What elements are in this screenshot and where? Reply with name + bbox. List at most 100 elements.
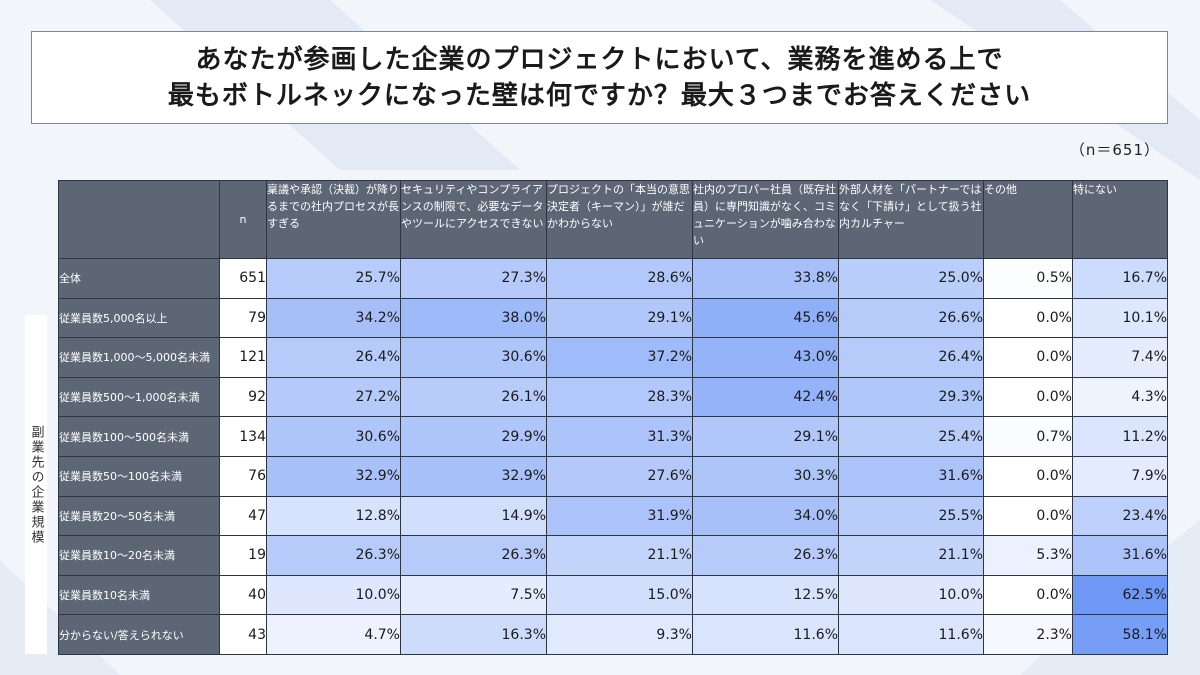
value-cell: 26.3%: [266, 535, 401, 576]
value-cell: 30.6%: [400, 337, 547, 378]
value-cell: 4.7%: [266, 614, 401, 655]
value-cell: 62.5%: [1072, 574, 1168, 616]
table-row: 全体 651 25.7% 27.3% 28.6% 33.8% 25.0% 0.5% 16.7%: [58, 258, 1168, 299]
table-row: 従業員数5,000名以上 79 34.2% 38.0% 29.1% 45.6% 26.6% 0…: [58, 297, 1168, 339]
value-cell: 37.2%: [546, 337, 693, 378]
column-header: セキュリティやコンプライアンスの制限で、必要なデータやツールにアクセスできない: [400, 180, 547, 259]
value-cell: 12.8%: [266, 495, 401, 537]
value-cell: 32.9%: [400, 455, 547, 497]
value-cell: 26.3%: [692, 535, 839, 576]
value-cell: 31.3%: [546, 416, 693, 457]
value-cell: 0.5%: [983, 258, 1073, 299]
table-row: 分からない/答えられない 43 4.7% 16.3% 9.3% 11.6% 11.6% 2.3…: [58, 614, 1168, 655]
row-n: 121: [219, 337, 267, 378]
value-cell: 10.0%: [266, 574, 401, 616]
value-cell: 16.3%: [400, 614, 547, 655]
row-label: 従業員数20～50名未満: [58, 495, 220, 537]
value-cell: 29.1%: [546, 297, 693, 339]
value-cell: 26.6%: [838, 297, 984, 339]
value-cell: 21.1%: [838, 535, 984, 576]
value-cell: 58.1%: [1072, 614, 1168, 655]
title-line-1: あなたが参画した企業のプロジェクトにおいて、業務を進める上で: [195, 44, 1004, 75]
side-label-company-size: 副業先の企業規模: [28, 424, 44, 545]
value-cell: 7.4%: [1072, 337, 1168, 378]
row-label: 従業員数1,000～5,000名未満: [58, 337, 220, 378]
value-cell: 34.0%: [692, 495, 839, 537]
value-cell: 26.4%: [838, 337, 984, 378]
value-cell: 27.3%: [400, 258, 547, 299]
row-n: 40: [219, 574, 267, 616]
value-cell: 11.2%: [1072, 416, 1168, 457]
value-cell: 4.3%: [1072, 376, 1168, 418]
value-cell: 31.9%: [546, 495, 693, 537]
value-cell: 25.0%: [838, 258, 984, 299]
value-cell: 29.1%: [692, 416, 839, 457]
value-cell: 0.0%: [983, 297, 1073, 339]
value-cell: 25.5%: [838, 495, 984, 537]
value-cell: 28.6%: [546, 258, 693, 299]
value-cell: 11.6%: [692, 614, 839, 655]
value-cell: 15.0%: [546, 574, 693, 616]
column-header: 特にない: [1072, 180, 1168, 259]
value-cell: 29.9%: [400, 416, 547, 457]
table-body: 全体 651 25.7% 27.3% 28.6% 33.8% 25.0% 0.5% 16.7% 従…: [58, 258, 1168, 655]
value-cell: 2.3%: [983, 614, 1073, 655]
value-cell: 30.3%: [692, 455, 839, 497]
value-cell: 14.9%: [400, 495, 547, 537]
header-corner-cell: [58, 180, 220, 259]
row-n: 43: [219, 614, 267, 655]
column-header: プロジェクトの「本当の意思決定者（キーマン）」が誰だかわからない: [546, 180, 693, 259]
value-cell: 12.5%: [692, 574, 839, 616]
value-cell: 11.6%: [838, 614, 984, 655]
table-row: 従業員数10名未満 40 10.0% 7.5% 15.0% 12.5% 10.0% 0.0% 6…: [58, 574, 1168, 616]
results-table: n 稟議や承認（決裁）が降りるまでの社内プロセスが長すぎる セキュリティやコンプラ…: [58, 180, 1168, 655]
table-row: 従業員数10～20名未満 19 26.3% 26.3% 21.1% 26.3% 21.1% 5…: [58, 535, 1168, 576]
row-label: 従業員数10名未満: [58, 574, 220, 616]
table-row: 従業員数1,000～5,000名未満 121 26.4% 30.6% 37.2% 43.0…: [58, 337, 1168, 378]
value-cell: 0.0%: [983, 455, 1073, 497]
value-cell: 42.4%: [692, 376, 839, 418]
column-header: 稟議や承認（決裁）が降りるまでの社内プロセスが長すぎる: [266, 180, 401, 259]
header-n: n: [219, 180, 267, 259]
row-n: 76: [219, 455, 267, 497]
row-n: 651: [219, 258, 267, 299]
table-row: 従業員数50～100名未満 76 32.9% 32.9% 27.6% 30.3% 31.6%…: [58, 455, 1168, 497]
row-n: 47: [219, 495, 267, 537]
row-label: 全体: [58, 258, 220, 299]
value-cell: 10.0%: [838, 574, 984, 616]
row-label: 従業員数500～1,000名未満: [58, 376, 220, 418]
value-cell: 26.4%: [266, 337, 401, 378]
value-cell: 29.3%: [838, 376, 984, 418]
row-label: 従業員数50～100名未満: [58, 455, 220, 497]
value-cell: 38.0%: [400, 297, 547, 339]
title-line-2: 最もボトルネックになった壁は何ですか？最大３つまでお答えください: [167, 80, 1032, 111]
value-cell: 5.3%: [983, 535, 1073, 576]
row-label: 従業員数10～20名未満: [58, 535, 220, 576]
value-cell: 27.2%: [266, 376, 401, 418]
value-cell: 23.4%: [1072, 495, 1168, 537]
value-cell: 0.0%: [983, 574, 1073, 616]
value-cell: 25.4%: [838, 416, 984, 457]
value-cell: 25.7%: [266, 258, 401, 299]
value-cell: 28.3%: [546, 376, 693, 418]
column-header: その他: [983, 180, 1073, 259]
value-cell: 26.3%: [400, 535, 547, 576]
value-cell: 21.1%: [546, 535, 693, 576]
value-cell: 27.6%: [546, 455, 693, 497]
value-cell: 9.3%: [546, 614, 693, 655]
row-n: 134: [219, 416, 267, 457]
row-n: 19: [219, 535, 267, 576]
sample-size-label: （n＝651）: [1069, 141, 1160, 159]
side-label-box: 副業先の企業規模: [25, 315, 47, 654]
value-cell: 0.0%: [983, 337, 1073, 378]
table-row: 従業員数100～500名未満 134 30.6% 29.9% 31.3% 29.1% 25.…: [58, 416, 1168, 457]
row-n: 79: [219, 297, 267, 339]
value-cell: 33.8%: [692, 258, 839, 299]
row-n: 92: [219, 376, 267, 418]
table-row: 従業員数500～1,000名未満 92 27.2% 26.1% 28.3% 42.4% 29…: [58, 376, 1168, 418]
row-label: 従業員数100～500名未満: [58, 416, 220, 457]
header-row: n 稟議や承認（決裁）が降りるまでの社内プロセスが長すぎる セキュリティやコンプラ…: [58, 180, 1168, 259]
row-label: 分からない/答えられない: [58, 614, 220, 655]
value-cell: 7.5%: [400, 574, 547, 616]
value-cell: 34.2%: [266, 297, 401, 339]
